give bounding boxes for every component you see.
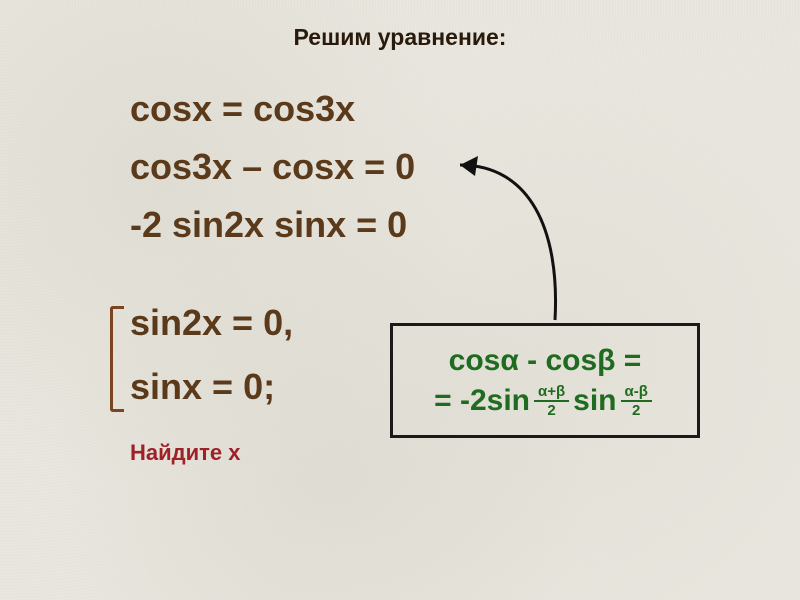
equation-line-5: sinx = 0; [130, 366, 275, 408]
system-bracket [110, 306, 124, 412]
pointer-arrow [0, 0, 800, 600]
background-texture [0, 0, 800, 600]
frac2-numerator: α-β [621, 384, 652, 402]
formula-line-2: = -2sin α+β 2 sin α-β 2 [434, 384, 656, 418]
footnote-text: Найдите х [130, 440, 241, 466]
formula-box: cosα - cosβ = = -2sin α+β 2 sin α-β 2 [390, 323, 700, 438]
formula-line-1: cosα - cosβ = [449, 344, 642, 378]
frac2-denominator: 2 [632, 402, 640, 418]
formula-fraction-2: α-β 2 [621, 384, 652, 418]
formula-mid: sin [573, 384, 616, 418]
equation-line-2: cos3x – cosx = 0 [130, 146, 415, 188]
arrow-path [460, 165, 556, 320]
equation-line-4: sin2x = 0, [130, 302, 293, 344]
frac1-numerator: α+β [534, 384, 569, 402]
slide-title: Решим уравнение: [0, 24, 800, 51]
equation-line-3: -2 sin2x sinx = 0 [130, 204, 407, 246]
arrow-head [460, 156, 478, 176]
frac1-denominator: 2 [547, 402, 555, 418]
formula-fraction-1: α+β 2 [534, 384, 569, 418]
formula-prefix: = -2sin [434, 384, 530, 418]
equation-line-1: cosx = cos3x [130, 88, 355, 130]
